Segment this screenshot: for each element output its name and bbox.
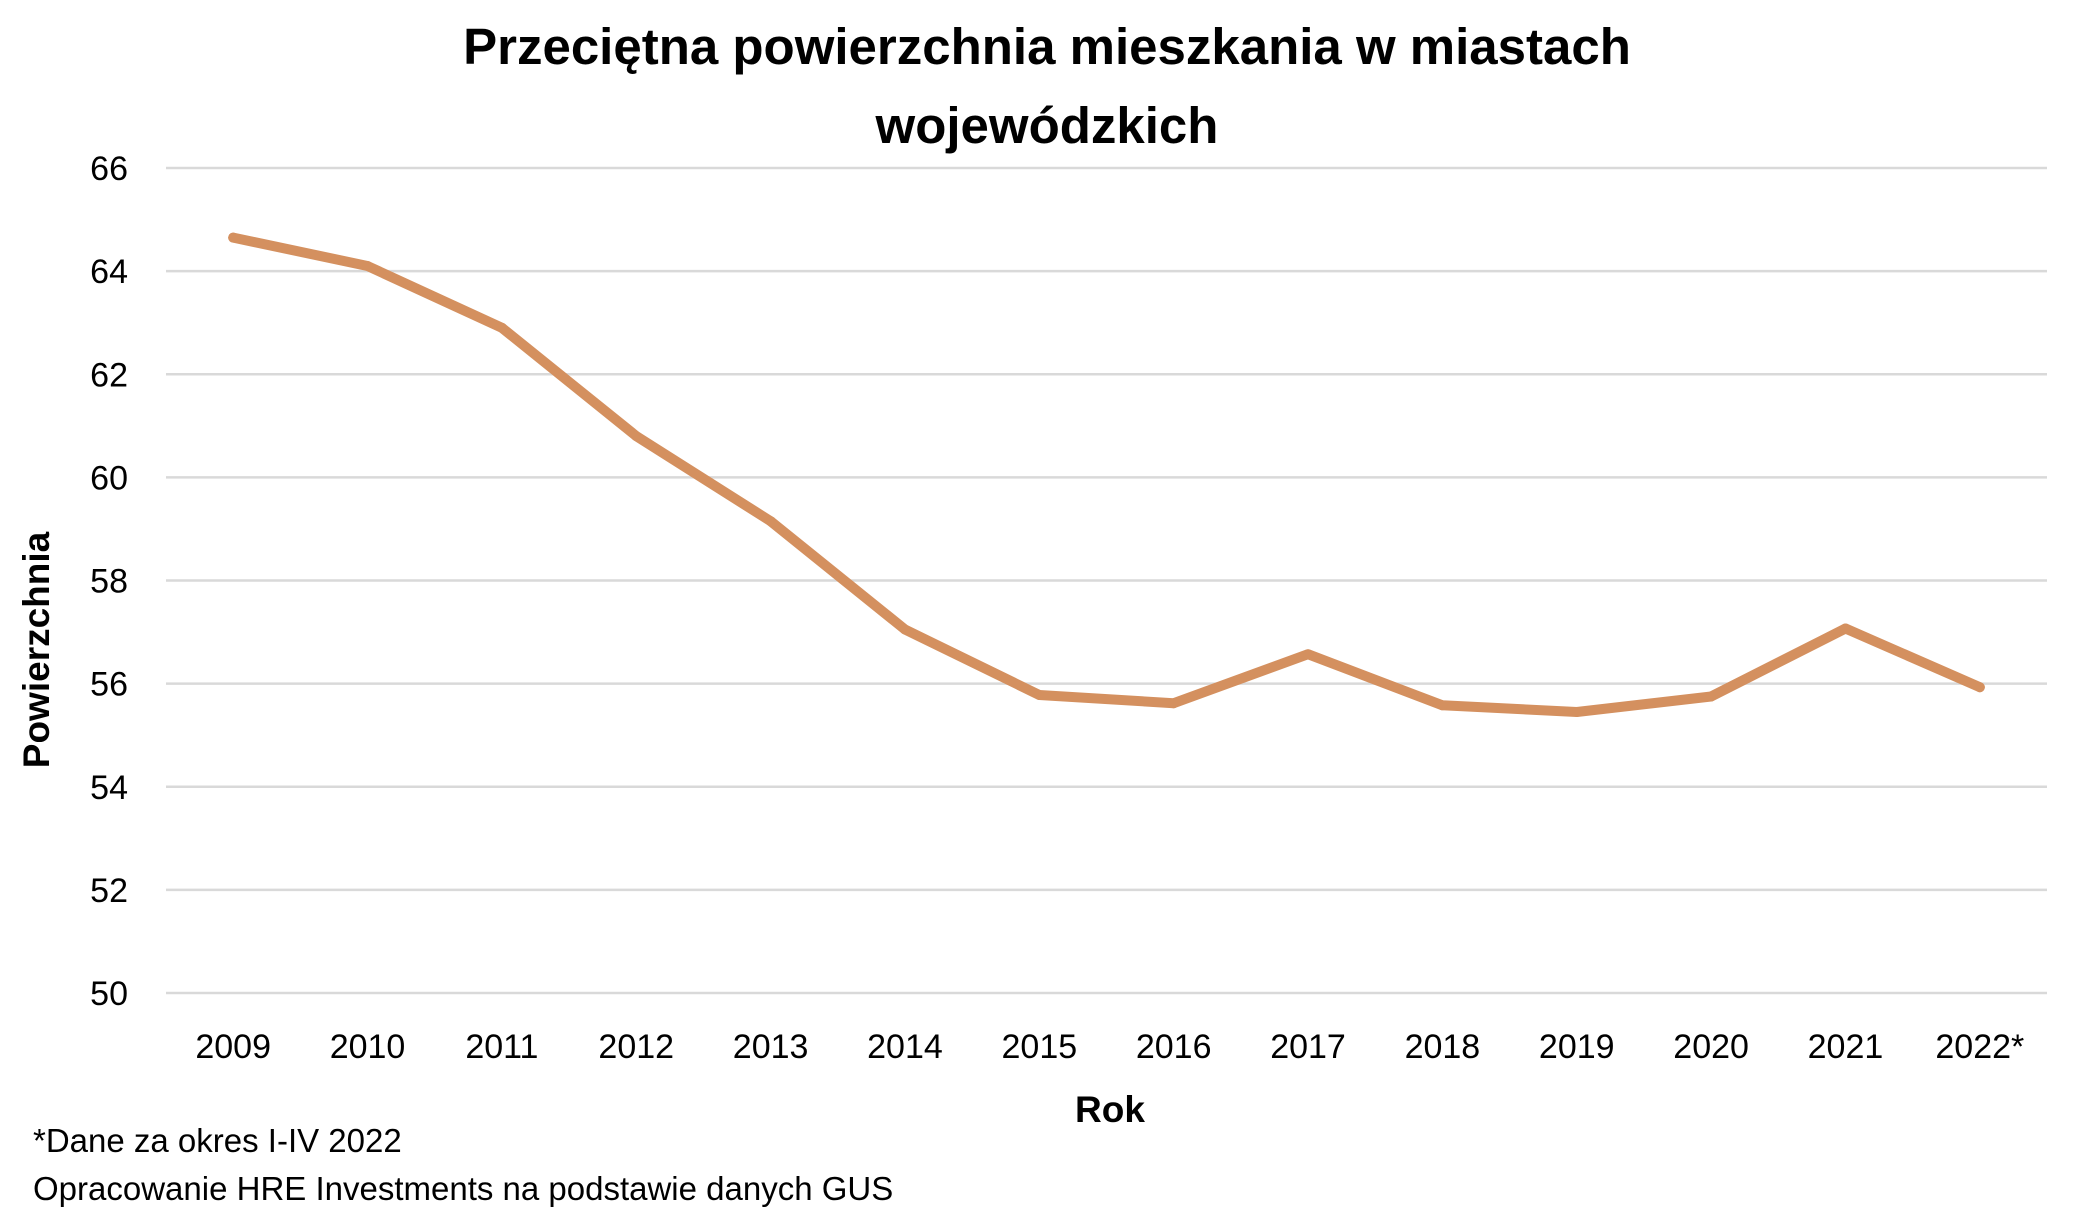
x-tick-label: 2015 <box>1002 1028 1078 1066</box>
x-tick-label: 2011 <box>465 1028 538 1066</box>
x-tick-label: 2020 <box>1673 1028 1749 1066</box>
data-point-2016 <box>1168 698 1179 709</box>
data-point-2011 <box>496 322 507 333</box>
data-point-2014 <box>899 624 910 635</box>
x-tick-label: 2019 <box>1539 1028 1615 1066</box>
y-tick-label: 54 <box>90 769 128 807</box>
x-tick-label: 2022* <box>1935 1028 2024 1066</box>
x-tick-label: 2009 <box>195 1028 271 1066</box>
gridlines <box>166 166 2047 995</box>
data-point-2017 <box>1303 649 1314 660</box>
y-tick-label: 64 <box>90 253 128 291</box>
y-tick-label: 62 <box>90 356 128 394</box>
y-tick-label: 56 <box>90 666 128 704</box>
series-line-0 <box>228 232 1985 717</box>
y-tick-label: 50 <box>90 975 128 1013</box>
y-tick-label: 58 <box>90 563 128 601</box>
x-axis-tick-labels: 2009 2010 2011 2012 2013 2014 2015 2016 2017 2018… <box>195 1028 2024 1066</box>
data-point-2020 <box>1706 691 1717 702</box>
source-note: Opracowanie HRE Investments na podstawie… <box>33 1170 893 1207</box>
data-point-2012 <box>631 431 642 442</box>
x-tick-label: 2017 <box>1270 1028 1346 1066</box>
chart-title-line-2: wojewódzkich <box>875 97 1219 154</box>
y-tick-label: 66 <box>90 150 128 188</box>
x-tick-label: 2016 <box>1136 1028 1212 1066</box>
data-point-2022* <box>1974 682 1985 693</box>
y-axis-tick-labels: 50 52 54 56 58 60 62 64 66 <box>90 150 128 1013</box>
data-point-2013 <box>765 516 776 527</box>
data-point-2009 <box>228 232 239 243</box>
x-tick-label: 2013 <box>733 1028 809 1066</box>
footnote: *Dane za okres I-IV 2022 <box>33 1122 402 1159</box>
data-point-2021 <box>1840 623 1851 634</box>
data-point-2010 <box>362 260 373 271</box>
y-axis-title: Powierzchnia <box>16 531 57 768</box>
x-tick-label: 2018 <box>1405 1028 1481 1066</box>
x-tick-label: 2012 <box>598 1028 674 1066</box>
x-axis-title: Rok <box>1075 1089 1145 1130</box>
data-point-2015 <box>1034 689 1045 700</box>
y-tick-label: 52 <box>90 872 128 910</box>
y-tick-label: 60 <box>90 459 128 497</box>
data-point-2018 <box>1437 700 1448 711</box>
data-point-2019 <box>1571 706 1582 717</box>
x-tick-label: 2021 <box>1808 1028 1884 1066</box>
x-tick-label: 2014 <box>867 1028 943 1066</box>
series-group <box>228 232 1985 717</box>
x-tick-label: 2010 <box>330 1028 406 1066</box>
chart-title-line-1: Przeciętna powierzchnia mieszkania w mia… <box>463 18 1631 75</box>
